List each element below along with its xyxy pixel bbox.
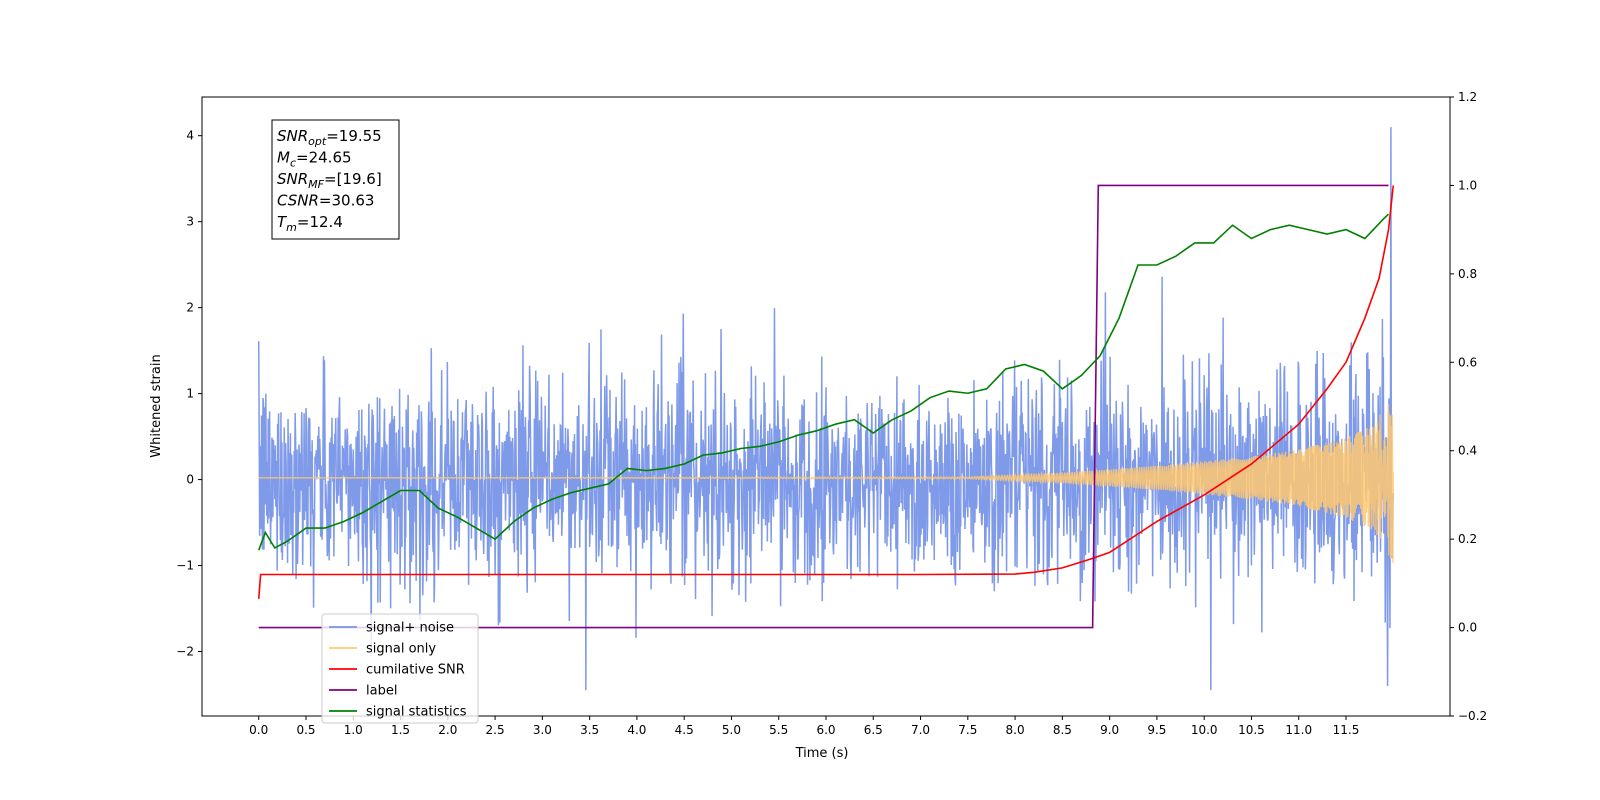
x-tick-label: 1.0 bbox=[344, 723, 363, 737]
legend-entry: signal+ noise bbox=[366, 621, 454, 636]
x-tick-label: 10.0 bbox=[1191, 723, 1218, 737]
y-tick-label: −2 bbox=[176, 645, 194, 659]
x-tick-label: 9.0 bbox=[1100, 723, 1119, 737]
y2-tick-label: 0.0 bbox=[1458, 621, 1477, 635]
info-annotation-box: SNRopt=19.55Mc=24.65SNRMF=[19.6]CSNR=30.… bbox=[271, 119, 400, 240]
x-tick-label: 4.0 bbox=[627, 723, 646, 737]
y-tick-label: 2 bbox=[186, 301, 194, 315]
info-box-frame bbox=[271, 119, 400, 240]
x-tick-label: 6.5 bbox=[864, 723, 883, 737]
legend-frame bbox=[321, 613, 479, 724]
info-line: Mc=24.65 bbox=[277, 149, 352, 170]
x-tick-label: 0.5 bbox=[296, 723, 315, 737]
legend-entry: signal statistics bbox=[366, 705, 467, 720]
x-tick-label: 11.0 bbox=[1285, 723, 1312, 737]
x-axis-label: Time (s) bbox=[795, 746, 849, 761]
y-axis-left: −2 −1 0 1 2 3 4 bbox=[176, 129, 202, 659]
x-tick-label: 8.0 bbox=[1006, 723, 1025, 737]
legend-entry: signal only bbox=[366, 642, 436, 657]
y2-tick-label: 0.8 bbox=[1458, 267, 1477, 281]
x-tick-label: 11.5 bbox=[1333, 723, 1360, 737]
y-tick-label: −1 bbox=[176, 559, 194, 573]
x-tick-label: 10.5 bbox=[1238, 723, 1265, 737]
y2-tick-label: 0.4 bbox=[1458, 444, 1477, 458]
legend-entry: label bbox=[366, 684, 397, 699]
x-tick-label: 5.5 bbox=[769, 723, 788, 737]
y2-tick-label: 1.2 bbox=[1458, 90, 1477, 104]
y2-tick-label: 0.2 bbox=[1458, 532, 1477, 546]
x-tick-label: 2.0 bbox=[438, 723, 457, 737]
legend-entry: cumilative SNR bbox=[366, 663, 465, 678]
legend: signal+ noise signal only cumilative SNR la… bbox=[321, 613, 479, 724]
y-tick-label: 0 bbox=[186, 473, 194, 487]
y-tick-label: 1 bbox=[186, 387, 194, 401]
x-tick-label: 3.5 bbox=[580, 723, 599, 737]
series-signal-plus-noise bbox=[257, 127, 1395, 691]
y-tick-label: 3 bbox=[186, 215, 194, 229]
series-label bbox=[258, 184, 1389, 629]
info-line: Tm=12.4 bbox=[277, 213, 343, 234]
series-cumulative-snr bbox=[257, 185, 1395, 599]
x-tick-label: 8.5 bbox=[1053, 723, 1072, 737]
x-tick-label: 2.5 bbox=[486, 723, 505, 737]
x-tick-label: 4.5 bbox=[675, 723, 694, 737]
info-line: SNRMF=[19.6] bbox=[277, 170, 382, 191]
series-signal-only bbox=[258, 403, 1394, 563]
x-tick-label: 9.5 bbox=[1147, 723, 1166, 737]
y2-tick-label: −0.2 bbox=[1458, 709, 1487, 723]
y2-tick-label: 1.0 bbox=[1458, 178, 1477, 192]
series-signal-statistics bbox=[257, 213, 1390, 551]
y2-tick-label: 0.6 bbox=[1458, 355, 1477, 369]
series-layer bbox=[257, 127, 1395, 691]
x-tick-label: 7.0 bbox=[911, 723, 930, 737]
x-tick-label: 7.5 bbox=[958, 723, 977, 737]
x-axis: 0.0 0.5 1.0 1.5 2.0 2.5 3.0 3.5 4.0 4.5 5.0 5.5 6.0 6… bbox=[249, 716, 1359, 737]
y-axis-right: −0.2 0.0 0.2 0.4 0.6 0.8 1.0 1.2 bbox=[1450, 90, 1487, 723]
x-tick-label: 1.5 bbox=[391, 723, 410, 737]
y-tick-label: 4 bbox=[186, 129, 194, 143]
x-tick-label: 5.0 bbox=[722, 723, 741, 737]
y-axis-label: Whitened strain bbox=[149, 354, 164, 457]
info-line: SNRopt=19.55 bbox=[277, 127, 382, 148]
x-tick-label: 3.0 bbox=[533, 723, 552, 737]
info-line: CSNR=30.63 bbox=[277, 192, 374, 210]
x-tick-label: 6.0 bbox=[816, 723, 835, 737]
x-tick-label: 0.0 bbox=[249, 723, 268, 737]
